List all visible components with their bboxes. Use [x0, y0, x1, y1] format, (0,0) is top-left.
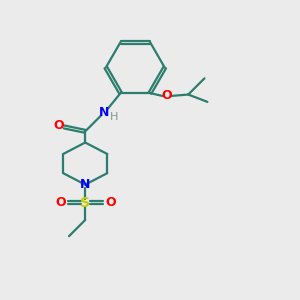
Text: O: O: [55, 196, 65, 209]
Text: N: N: [99, 106, 110, 119]
Text: N: N: [80, 178, 90, 191]
Text: S: S: [80, 196, 90, 210]
Text: O: O: [105, 196, 116, 209]
Text: H: H: [110, 112, 118, 122]
Text: O: O: [161, 89, 172, 103]
Text: O: O: [53, 119, 64, 132]
